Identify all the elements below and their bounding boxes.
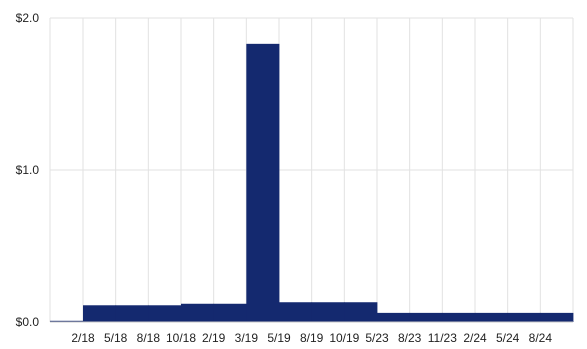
x-tick-label: 2/24 xyxy=(463,331,487,345)
x-tick-label: 5/23 xyxy=(365,331,389,345)
x-tick-label: 8/18 xyxy=(137,331,161,345)
bar xyxy=(246,43,280,323)
y-tick-label: $2.0 xyxy=(16,11,40,25)
bar xyxy=(181,303,215,322)
x-tick-label: 8/24 xyxy=(529,331,553,345)
x-tick-label: 11/23 xyxy=(428,331,457,345)
x-tick-label: 10/19 xyxy=(329,331,359,345)
x-tick-label: 2/19 xyxy=(202,331,226,345)
x-tick-label: 5/24 xyxy=(496,331,520,345)
x-tick-label: 3/19 xyxy=(235,331,259,345)
y-tick-label: $0.0 xyxy=(16,315,40,329)
bar xyxy=(115,305,149,322)
x-tick-label: 5/18 xyxy=(104,331,128,345)
x-tick-label: 8/23 xyxy=(398,331,422,345)
x-tick-label: 5/19 xyxy=(267,331,291,345)
x-axis-labels: 2/18 5/18 8/18 10/18 2/19 3/19 5/19 8/19 10/19 5/… xyxy=(71,331,552,345)
bar xyxy=(83,305,117,322)
bar xyxy=(50,320,84,322)
bar xyxy=(475,312,509,322)
bar xyxy=(540,312,574,322)
bar xyxy=(279,302,313,322)
y-tick-label: $1.0 xyxy=(16,163,40,177)
bar xyxy=(442,312,476,322)
bar xyxy=(507,312,541,322)
bar xyxy=(344,302,378,322)
x-tick-label: 10/18 xyxy=(166,331,196,345)
bars xyxy=(50,43,574,323)
bar xyxy=(377,312,411,322)
bar xyxy=(213,303,247,322)
x-gridlines xyxy=(49,18,574,322)
x-tick-label: 2/18 xyxy=(71,331,95,345)
bar xyxy=(148,305,182,322)
x-tick-label: 8/19 xyxy=(300,331,324,345)
y-axis-labels: $0.0 $1.0 $2.0 xyxy=(16,11,40,329)
bar xyxy=(409,312,443,322)
bar xyxy=(311,302,345,322)
